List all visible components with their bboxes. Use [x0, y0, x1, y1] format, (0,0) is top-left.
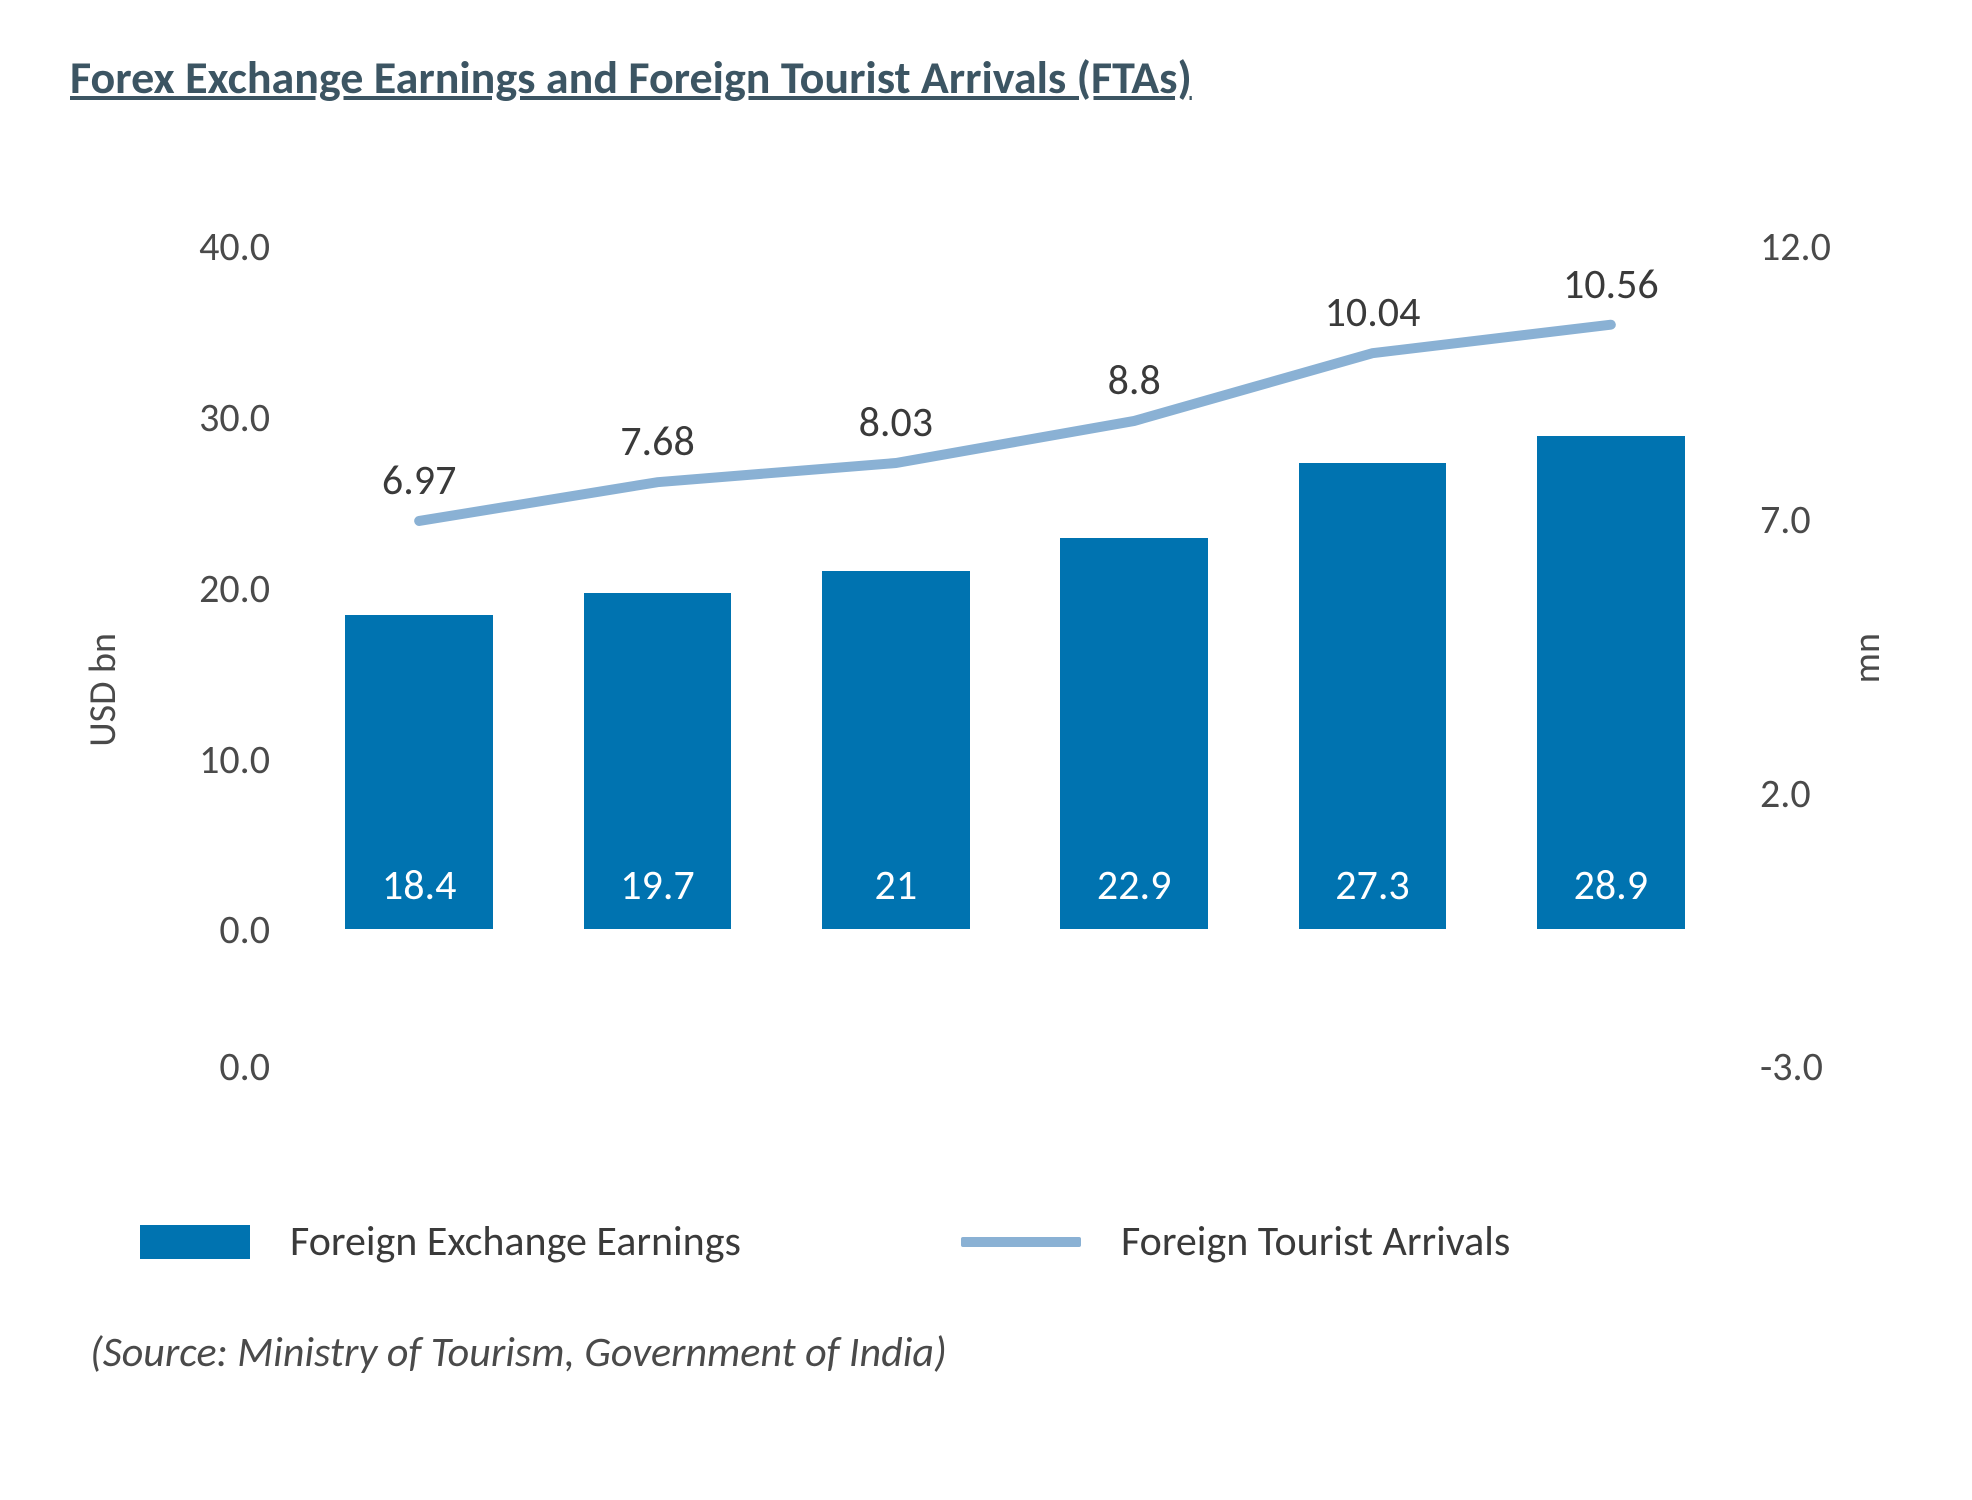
left-axis-tick: 0.0 [130, 1042, 270, 1091]
bar-value-label: 22.9 [1060, 860, 1208, 911]
left-axis-tick: 20.0 [130, 564, 270, 613]
legend: Foreign Exchange Earnings Foreign Touris… [140, 1216, 1912, 1267]
bar: 19.7 [584, 593, 732, 930]
line-value-label: 6.97 [382, 455, 456, 506]
right-axis-tick: 12.0 [1760, 222, 1900, 271]
bar: 28.9 [1537, 436, 1685, 930]
bar-value-label: 21 [822, 860, 970, 911]
right-axis-tick: -3.0 [1760, 1042, 1900, 1091]
bar-value-label: 28.9 [1537, 860, 1685, 911]
right-axis-tick: 7.0 [1760, 495, 1900, 544]
bar: 27.3 [1299, 463, 1447, 929]
source-text: (Source: Ministry of Tourism, Government… [90, 1327, 1912, 1378]
chart-title: Forex Exchange Earnings and Foreign Tour… [70, 50, 1912, 106]
left-axis-label: USD bn [80, 633, 126, 747]
left-axis-tick: 0.0 [130, 905, 270, 954]
line-value-label: 10.04 [1325, 287, 1421, 338]
left-axis-tick: 10.0 [130, 735, 270, 784]
left-axis-tick: 30.0 [130, 393, 270, 442]
chart-area: USD bn mn 0.00.010.020.030.040.0-3.02.07… [100, 206, 1880, 1176]
line-value-label: 8.03 [859, 397, 933, 448]
line-value-label: 7.68 [620, 416, 694, 467]
right-axis-label: mn [1844, 633, 1890, 683]
legend-label-bars: Foreign Exchange Earnings [290, 1216, 741, 1267]
bar-value-label: 18.4 [345, 860, 493, 911]
line-value-label: 10.56 [1563, 259, 1659, 310]
legend-label-line: Foreign Tourist Arrivals [1121, 1216, 1510, 1267]
plot-region: 0.00.010.020.030.040.0-3.02.07.012.018.4… [300, 246, 1730, 1066]
line-value-label: 8.8 [1108, 355, 1161, 406]
bar-value-label: 27.3 [1299, 860, 1447, 911]
legend-swatch-line-icon [961, 1237, 1081, 1247]
legend-swatch-bar-icon [140, 1225, 250, 1259]
right-axis-tick: 2.0 [1760, 769, 1900, 818]
bar: 21 [822, 571, 970, 930]
bar: 22.9 [1060, 538, 1208, 929]
left-axis-tick: 40.0 [130, 222, 270, 271]
bar: 18.4 [345, 615, 493, 929]
line-series-svg [300, 246, 1730, 1066]
bar-value-label: 19.7 [584, 860, 732, 911]
